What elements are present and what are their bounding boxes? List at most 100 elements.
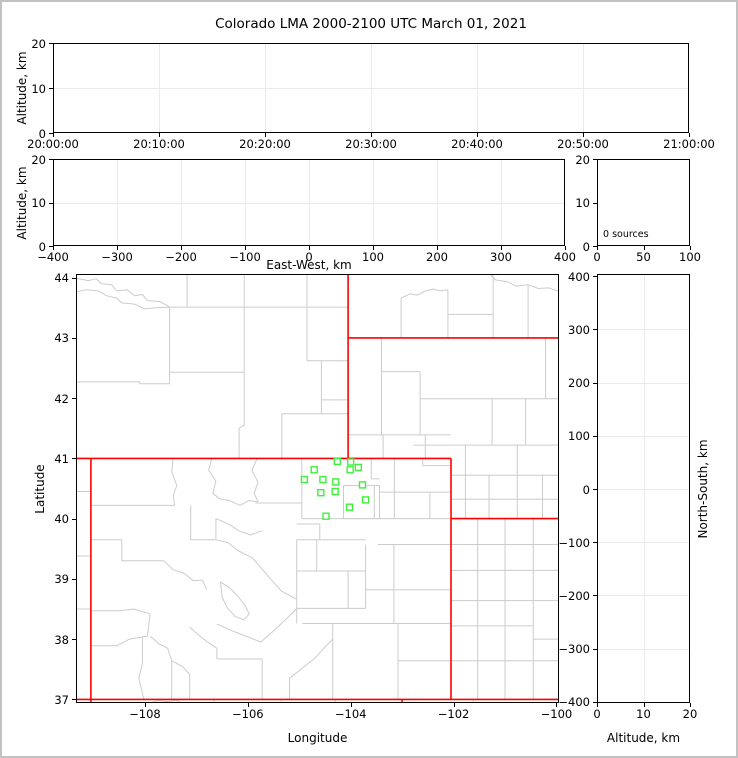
county-border-line	[252, 557, 297, 600]
x-tick-label: 0	[593, 250, 601, 264]
x-tick-label: 20:40:00	[451, 137, 503, 151]
y-tick-label: 0	[38, 239, 46, 254]
y-axis-label-map: Latitude	[33, 463, 47, 514]
tick-mark	[350, 703, 352, 707]
tick-mark	[593, 276, 597, 278]
grid-line-y	[597, 595, 690, 597]
county-border-line	[289, 638, 334, 679]
tick-mark	[72, 639, 76, 641]
tick-mark	[597, 703, 598, 707]
tick-mark	[593, 701, 597, 703]
county-border-line	[90, 613, 151, 647]
lma-station-marker	[354, 463, 363, 472]
y-tick-label: 400	[568, 269, 590, 284]
y-tick-label: 37	[54, 692, 69, 707]
grid-line-y	[53, 88, 689, 89]
tick-mark	[247, 703, 249, 707]
tick-mark	[72, 518, 76, 520]
county-border-line	[76, 372, 171, 385]
tick-mark	[593, 648, 597, 650]
y-axis-label-ew-height: Altitude, km	[15, 165, 29, 240]
county-border-line	[189, 626, 218, 659]
tick-mark	[49, 246, 53, 247]
x-tick-label: 0	[305, 250, 313, 264]
x-tick-label: −100	[229, 250, 261, 264]
lma-station-marker	[346, 466, 354, 474]
y-axis-label-time-height: Altitude, km	[15, 51, 29, 125]
tick-mark	[117, 246, 118, 250]
county-border-line	[296, 523, 321, 540]
source-count-annotation: 0 sources	[603, 229, 649, 240]
y-tick-label: 300	[568, 322, 590, 337]
x-tick-label: 21:00:00	[663, 137, 715, 151]
tick-mark	[72, 699, 76, 701]
county-border-line	[171, 458, 178, 506]
tick-mark	[593, 202, 597, 204]
tick-mark	[159, 133, 160, 137]
x-tick-label: 50	[636, 250, 651, 264]
grid-line-y	[53, 202, 565, 204]
x-axis-label-ns-height: Altitude, km	[606, 731, 681, 745]
tick-mark	[643, 246, 645, 250]
x-tick-label: 20:00:00	[27, 137, 79, 151]
lma-station-marker	[358, 481, 367, 489]
y-tick-label: 0	[582, 482, 590, 497]
x-tick-label: 100	[362, 250, 384, 264]
tick-mark	[437, 246, 438, 250]
tick-mark	[593, 382, 597, 384]
y-tick-label: −300	[558, 642, 590, 657]
y-tick-label: 0	[582, 239, 590, 254]
x-tick-label: −200	[165, 250, 197, 264]
county-border-line	[215, 518, 263, 536]
county-border-line	[149, 699, 183, 703]
county-border-line	[251, 458, 259, 503]
county-border-line	[190, 505, 217, 541]
county-border-line	[238, 274, 245, 459]
tick-mark	[72, 277, 76, 279]
tick-mark	[72, 337, 76, 339]
x-tick-label: 20:50:00	[557, 137, 609, 151]
county-border-line	[489, 274, 559, 292]
tick-mark	[643, 703, 645, 707]
county-border-line	[215, 539, 253, 559]
tick-mark	[49, 43, 53, 44]
tick-mark	[597, 246, 598, 250]
tick-mark	[371, 133, 372, 137]
y-tick-label: −200	[558, 588, 590, 603]
y-tick-label: 20	[31, 152, 46, 167]
grid-line-y	[597, 435, 690, 437]
y-tick-label: 10	[575, 196, 590, 210]
tick-mark	[49, 159, 53, 160]
tick-mark	[501, 246, 502, 250]
tick-mark	[593, 595, 597, 597]
y-tick-label: 20	[575, 152, 590, 167]
tick-mark	[593, 246, 597, 247]
county-border-line	[260, 608, 298, 643]
y-tick-label: 44	[54, 271, 69, 286]
lma-station-marker	[322, 512, 330, 520]
x-tick-label: 20:10:00	[133, 137, 185, 151]
tick-mark	[477, 133, 478, 137]
colorado-map	[76, 274, 559, 703]
lma-station-marker	[332, 478, 340, 486]
tick-mark	[49, 88, 53, 89]
y-tick-label: 42	[54, 391, 69, 406]
tick-mark	[565, 246, 566, 250]
tick-mark	[309, 246, 310, 250]
grid-line-y	[597, 542, 690, 544]
tick-mark	[583, 133, 584, 137]
x-tick-label: 200	[426, 250, 448, 264]
x-tick-label: −104	[334, 707, 367, 721]
x-tick-label: −102	[437, 707, 470, 721]
lma-station-marker	[319, 475, 327, 484]
tick-mark	[690, 703, 691, 707]
figure-title: Colorado LMA 2000-2100 UTC March 01, 202…	[215, 16, 527, 32]
x-tick-label: −106	[232, 707, 264, 721]
y-tick-label: 43	[54, 331, 69, 346]
tick-mark	[181, 246, 182, 250]
tick-mark	[72, 578, 76, 580]
y-tick-label: 10	[31, 81, 46, 96]
grid-line-y	[597, 489, 690, 491]
tick-mark	[690, 246, 691, 250]
lma-station-marker	[333, 457, 341, 466]
